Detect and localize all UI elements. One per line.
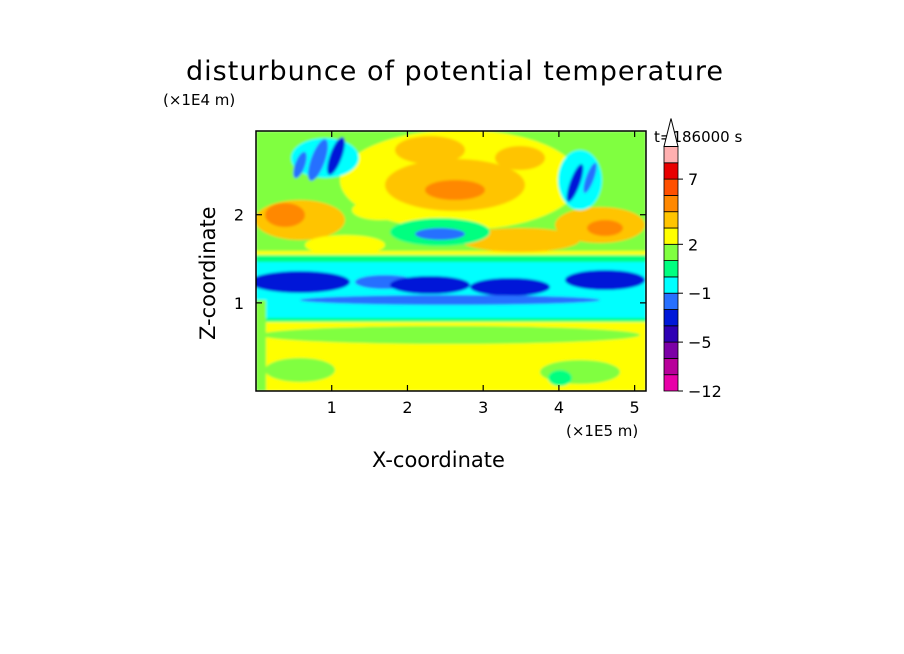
colorbar-box <box>663 309 679 327</box>
colorbar-box <box>663 357 679 376</box>
field-shapes <box>256 131 646 391</box>
colorbar-box <box>663 227 679 245</box>
field-contour-region <box>265 358 335 382</box>
field-contour-region <box>390 276 470 294</box>
z-axis-scale-label: (×1E4 m) <box>163 91 236 109</box>
field-contour-region <box>260 326 640 344</box>
field-contour-region <box>415 228 465 240</box>
colorbar-box <box>663 341 679 359</box>
x-axis-label: X-coordinate <box>372 448 505 472</box>
colorbar-tick-label: 2 <box>688 235 698 254</box>
x-tick-label: 3 <box>478 398 488 417</box>
x-tick-label: 4 <box>554 398 564 417</box>
colorbar-box <box>663 178 679 196</box>
x-tick-label: 5 <box>630 398 640 417</box>
colorbar-box <box>663 292 679 310</box>
field-contour-region <box>425 180 485 200</box>
colorbar-box <box>663 276 679 294</box>
y-tick-label: 1 <box>234 294 244 313</box>
colorbar: −12−5−127 <box>663 118 722 401</box>
colorbar-tick-label: 7 <box>688 170 698 189</box>
temperature-field <box>256 131 646 391</box>
colorbar-tick-label: −1 <box>688 284 712 303</box>
colorbar-box <box>663 374 679 392</box>
field-contour-region <box>327 137 345 175</box>
colorbar-box <box>663 146 679 164</box>
colorbar-box <box>663 325 679 343</box>
field-contour-region <box>566 164 584 202</box>
colorbar-extend-arrow <box>663 118 679 147</box>
field-contour-region <box>583 162 597 194</box>
field-contour-region <box>460 228 580 252</box>
field-contour-region <box>395 136 465 164</box>
colorbar-box <box>663 260 679 278</box>
field-contour-region <box>565 270 645 290</box>
colorbar-tick-label: −5 <box>688 333 712 352</box>
colorbar-box <box>663 243 679 262</box>
field-contour-region <box>293 151 307 179</box>
field-contour-region <box>308 139 328 181</box>
axes: 1 2 3 4 5 1 2 <box>234 131 646 417</box>
field-contour-region <box>352 200 408 220</box>
x-axis-scale-label: (×1E5 m) <box>566 422 639 440</box>
field-contour-region <box>265 203 305 227</box>
field-contour-region <box>256 300 266 391</box>
field-contour-region <box>300 295 600 305</box>
chart-title: disturbunce of potential temperature <box>186 56 724 87</box>
field-contour-region <box>305 235 385 255</box>
colorbar-box <box>663 211 679 229</box>
plot-frame <box>255 130 647 392</box>
x-tick-label: 2 <box>402 398 412 417</box>
field-contour-region <box>256 271 350 293</box>
field-contour-region <box>548 370 572 386</box>
colorbar-box <box>663 162 679 180</box>
colorbar-box <box>663 194 679 213</box>
colorbar-tick-label: −12 <box>688 382 722 401</box>
y-tick-label: 2 <box>234 206 244 225</box>
field-contour-region <box>587 220 623 236</box>
field-contour-region <box>495 146 545 170</box>
x-tick-label: 1 <box>327 398 337 417</box>
field-contour-region <box>470 278 550 296</box>
